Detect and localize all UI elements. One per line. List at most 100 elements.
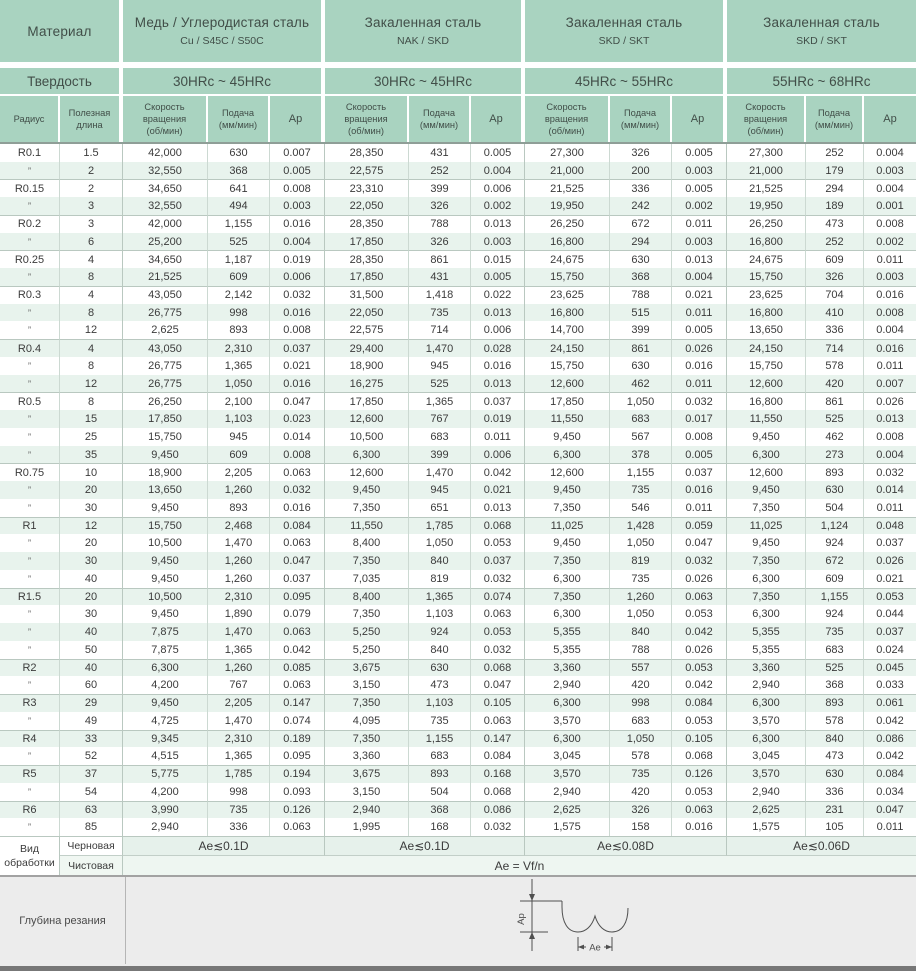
value-cell: 3,360 [525, 658, 610, 677]
value-cell: 22,050 [325, 303, 409, 322]
value-cell: 0.013 [471, 498, 525, 517]
value-cell: 1,575 [525, 818, 610, 836]
value-cell: 0.026 [864, 552, 916, 570]
value-cell: 0.047 [672, 534, 727, 553]
value-cell: 0.084 [672, 694, 727, 712]
value-cell: 0.008 [864, 214, 916, 233]
length-cell: 85 [60, 818, 123, 836]
value-cell: 2,940 [525, 782, 610, 801]
radius-cell: ” [0, 356, 60, 375]
value-cell: 515 [610, 303, 672, 322]
value-cell: 168 [409, 818, 471, 836]
value-cell: 3,570 [727, 711, 806, 730]
value-cell: 819 [409, 569, 471, 588]
value-cell: 3,150 [325, 676, 409, 695]
value-cell: 0.011 [672, 214, 727, 233]
value-cell: 9,450 [525, 534, 610, 553]
radius-cell: R1.5 [0, 587, 60, 606]
length-cell: 20 [60, 534, 123, 553]
value-cell: 17,850 [123, 410, 208, 428]
value-cell: 525 [806, 658, 864, 677]
value-cell: 1,428 [610, 516, 672, 535]
hardness-group-3: 45HRc ~ 55HRc [525, 68, 727, 94]
value-cell: 0.063 [270, 463, 325, 482]
mode-label-line1: Вид [20, 842, 39, 855]
value-cell: 42,000 [123, 144, 208, 162]
value-cell: 0.008 [270, 321, 325, 340]
value-cell: 15,750 [727, 356, 806, 375]
value-cell: 840 [610, 623, 672, 641]
value-cell: 840 [806, 729, 864, 748]
value-cell: 15,750 [727, 268, 806, 286]
value-cell: 735 [610, 569, 672, 588]
value-cell: 6,300 [727, 569, 806, 588]
value-cell: 294 [806, 179, 864, 198]
value-cell: 0.011 [672, 374, 727, 393]
value-cell: 0.084 [864, 765, 916, 783]
material-group-4-name: Закаленная сталь [763, 15, 880, 30]
radius-cell: R1 [0, 516, 60, 535]
value-cell: 504 [806, 498, 864, 517]
value-cell: 9,450 [325, 481, 409, 499]
value-cell: 0.045 [864, 658, 916, 677]
value-cell: 0.004 [270, 232, 325, 251]
value-cell: 2,142 [208, 285, 270, 304]
column-header-row: Радиус Полезная длина Скорость вращения … [0, 96, 916, 144]
value-cell: 6,300 [727, 605, 806, 624]
length-cell: 3 [60, 214, 123, 233]
value-cell: 945 [409, 481, 471, 499]
value-cell: 0.014 [270, 427, 325, 446]
value-cell: 0.006 [471, 321, 525, 340]
value-cell: 0.011 [471, 427, 525, 446]
scallop-profile [561, 901, 629, 933]
value-cell: 2,310 [208, 339, 270, 357]
value-cell: 0.063 [672, 587, 727, 606]
length-cell: 20 [60, 481, 123, 499]
value-cell: 1,124 [806, 516, 864, 535]
length-cell: 25 [60, 427, 123, 446]
value-cell: 0.008 [864, 303, 916, 322]
length-cell: 2 [60, 161, 123, 180]
feed-column-header-1: Подача (мм/мин) [208, 96, 270, 142]
value-cell: 273 [806, 445, 864, 464]
value-cell: 0.032 [471, 569, 525, 588]
value-cell: 0.011 [672, 303, 727, 322]
value-cell: 378 [610, 445, 672, 464]
value-cell: 34,650 [123, 179, 208, 198]
value-cell: 336 [208, 818, 270, 836]
ap-dimension-label: Ap [516, 913, 527, 925]
value-cell: 5,355 [727, 640, 806, 659]
ae-arrow-right [606, 944, 612, 950]
value-cell: 0.013 [471, 374, 525, 393]
value-cell: 21,525 [525, 179, 610, 198]
length-cell: 4 [60, 339, 123, 357]
length-cell: 20 [60, 587, 123, 606]
value-cell: 0.021 [471, 481, 525, 499]
value-cell: 11,550 [727, 410, 806, 428]
value-cell: 0.026 [672, 569, 727, 588]
feed-column-header-3: Подача (мм/мин) [610, 96, 672, 142]
radius-cell: ” [0, 623, 60, 641]
value-cell: 5,355 [727, 623, 806, 641]
value-cell: 10,500 [123, 534, 208, 553]
value-cell: 1,103 [409, 605, 471, 624]
value-cell: 609 [806, 250, 864, 269]
value-cell: 1,260 [610, 587, 672, 606]
value-cell: 7,350 [525, 552, 610, 570]
length-cell: 40 [60, 569, 123, 588]
value-cell: 0.063 [270, 534, 325, 553]
value-cell: 3,570 [727, 765, 806, 783]
material-group-3-grades: SKD / SKT [598, 35, 650, 47]
value-cell: 0.003 [864, 161, 916, 180]
value-cell: 704 [806, 285, 864, 304]
value-cell: 840 [409, 552, 471, 570]
value-cell: 326 [409, 197, 471, 215]
value-cell: 0.085 [270, 658, 325, 677]
rough-value-group-2: Ae≲0.1D [325, 837, 525, 856]
value-cell: 2,310 [208, 587, 270, 606]
length-cell: 40 [60, 658, 123, 677]
length-cell: 4 [60, 285, 123, 304]
value-cell: 893 [806, 463, 864, 482]
value-cell: 861 [409, 250, 471, 269]
length-cell: 12 [60, 374, 123, 393]
